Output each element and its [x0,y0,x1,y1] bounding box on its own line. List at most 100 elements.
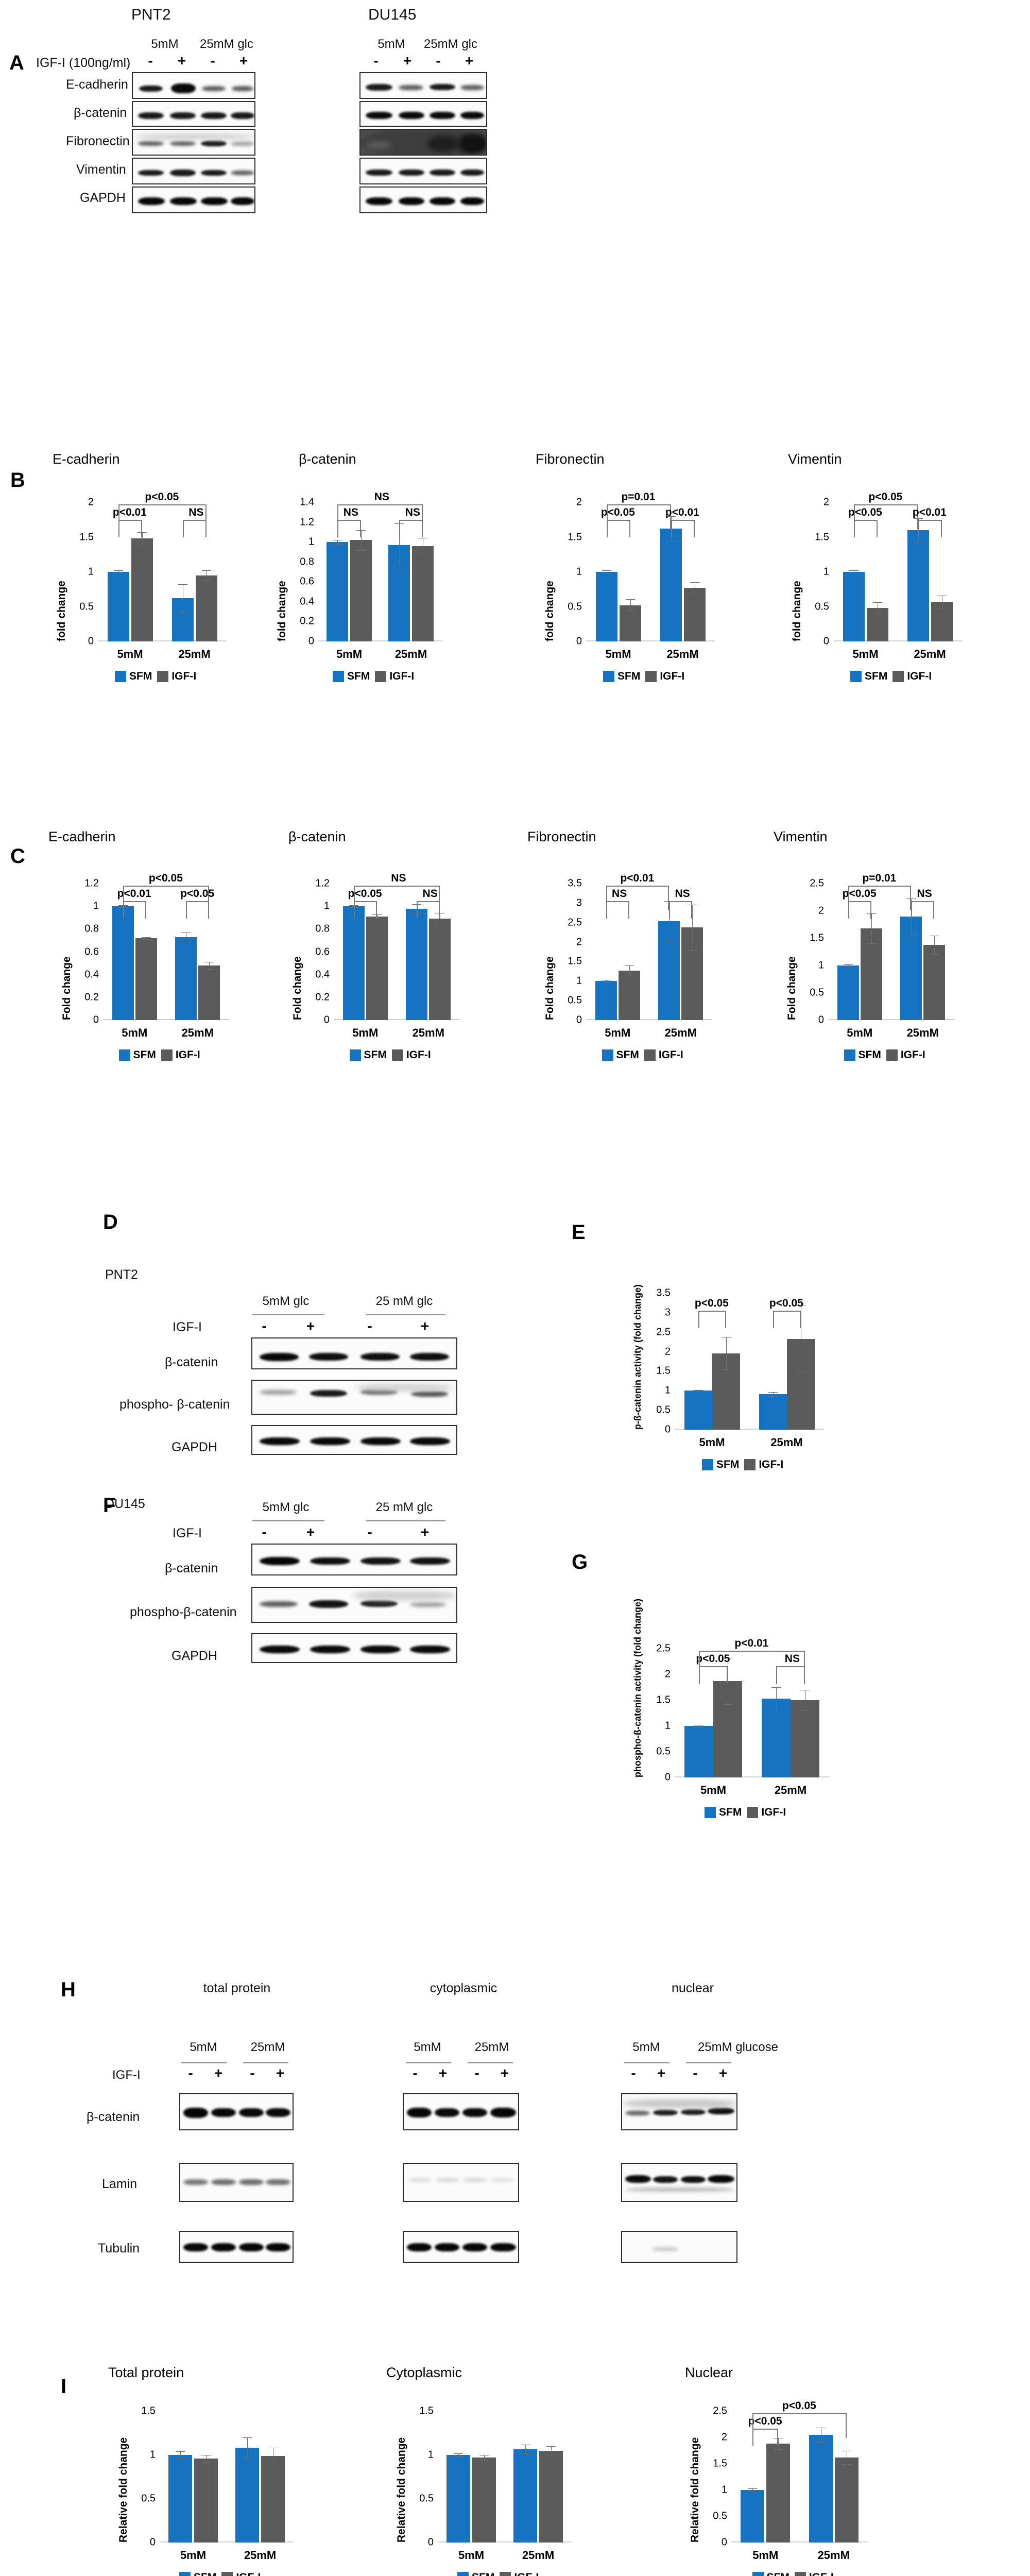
panel-h-blot-tubulin-total [179,2231,294,2263]
chart-bar [741,2490,765,2543]
chart-y-tick: 2.5 [810,877,824,889]
legend-label-igf: IGF-I [809,2571,834,2576]
legend-swatch-igf [157,671,169,682]
chart-y-tick: 0 [576,635,582,647]
chart-plot-area [586,502,715,641]
legend-label-sfm: SFM [129,670,152,682]
chart-error-cap [913,518,923,519]
legend-item-sfm: SFM [602,1049,639,1061]
chart-error-bar [337,540,338,544]
panel-h-blot-lamin-total [179,2163,294,2202]
legend-label-sfm: SFM [364,1049,387,1061]
legend-item-sfm: SFM [705,1806,742,1819]
chart-error-bar [361,530,362,550]
chart-significance-bracket [606,886,670,910]
panel-f-protein-2: GAPDH [171,1649,217,1663]
panel-d-treatment-label: IGF-I [173,1320,202,1334]
panel-h-lane-sign-8: - [631,2065,636,2081]
legend-swatch-igf [794,2572,806,2576]
chart-bar [791,1700,819,1777]
chart-significance-bracket [772,1311,801,1328]
legend-label-igf: IGF-I [514,2571,539,2576]
chart-bar [759,1394,787,1430]
panel-h-blot-tubulin-cytoplasmic [403,2231,519,2263]
chart-y-tick: 0.5 [419,2493,434,2504]
chart-error-bar [180,2451,181,2459]
panel-a-protein-3: Vimentin [76,162,126,177]
chart-y-axis-title: Fold change [786,956,798,1020]
panel-h-lane-sign-7: + [500,2065,509,2081]
panel-d-lane-sign-0: - [262,1318,267,1334]
chart-significance-label: NS [917,888,932,900]
chart-y-tick: 0 [323,1014,330,1026]
legend-item-igf: IGF-I [747,1806,786,1819]
panel-a-blot-pnt2-bcatenin [132,101,255,127]
legend-item-igf: IGF-I [794,2571,834,2576]
chart-significance-label: NS [784,1653,800,1665]
chart-y-tick: 0 [149,2536,156,2548]
chart-y-tick: 2.5 [568,917,582,928]
panel-c-letter: C [10,845,25,868]
legend-label-igf: IGF-I [406,1049,431,1061]
panel-h-glc-header-2: 5mM [414,2040,441,2054]
chart-bar [860,928,882,1020]
chart-error-cap [930,954,939,955]
chart-plot-area [833,502,962,641]
legend-label-igf: IGF-I [236,2571,261,2576]
chart-error-bar [871,913,872,943]
chart-y-tick: 0.5 [568,994,582,1006]
chart-x-category: 5mM [700,1784,727,1797]
chart-title: β-catenin [299,451,356,467]
panel-a-blot-du145-fibronectin [359,129,487,156]
chart-x-category: 25mM [664,1026,697,1039]
legend-item-sfm: SFM [457,2571,494,2576]
chart-error-cap [721,1369,731,1370]
legend-swatch-sfm [702,1459,713,1470]
chart-x-category: 25mM [394,648,427,660]
panel-h-glc-header-1: 25mM [250,2040,285,2054]
chart-bar [198,965,220,1020]
chart-significance-bracket [848,886,912,910]
chart-significance-bracket [698,1311,726,1328]
panel-h-lane-sign-2: - [250,2065,255,2081]
chart-error-cap [849,570,859,571]
chart-error-bar [458,2453,459,2457]
legend-swatch-sfm [179,2572,191,2576]
legend-label-igf: IGF-I [175,1049,200,1061]
chart-g-phospho-bcatenin-activity: phospho-ß-catenin activity (fold change)… [597,1599,860,1834]
chart-significance-label: p<0.01 [665,506,699,518]
chart-y-axis-title: Relative fold change [117,2437,129,2543]
chart-c-ecadherin: E-cadherin Fold change 0 0.2 0.4 0.6 0.8 1 1.2 5m… [37,829,243,1105]
chart-bar [366,917,388,1020]
chart-error-bar [776,1687,777,1710]
panel-d-letter: D [103,1211,118,1233]
panel-a-lane-sign-6: - [436,53,441,69]
chart-y-tick: 2.5 [713,2405,727,2417]
legend-swatch-igf [161,1049,173,1061]
chart-error-cap [372,914,382,915]
chart-bar [195,575,217,641]
chart-error-bar [209,962,210,969]
chart-title: Total protein [108,2365,184,2380]
chart-significance-label: p<0.01 [620,872,655,884]
panel-d-blot-gapdh [251,1425,457,1455]
chart-legend: SFM IGF-I [118,1049,200,1061]
chart-error-bar [669,901,670,942]
legend-item-sfm: SFM [333,670,370,683]
panel-h-rule-3 [468,2062,513,2063]
chart-error-cap [843,964,853,965]
panel-h-blot-bcatenin-cytoplasmic [403,2093,519,2130]
chart-error-cap [816,2442,826,2443]
chart-y-axis-title: Relative fold change [396,2437,407,2543]
panel-h-lane-sign-6: - [474,2065,479,2081]
chart-error-bar [484,2455,485,2461]
chart-y-tick: 0 [88,635,94,647]
chart-y-tick: 0.4 [84,969,99,980]
chart-y-tick: 1.5 [815,531,829,543]
chart-y-tick: 0.4 [315,969,330,980]
panel-a-lane-sign-2: - [210,53,215,69]
panel-a-treatment-label: IGF-I (100ng/ml) [36,56,131,70]
legend-item-igf: IGF-I [157,670,196,683]
chart-y-axis-title: Fold change [544,956,556,1020]
chart-bar [131,538,153,641]
